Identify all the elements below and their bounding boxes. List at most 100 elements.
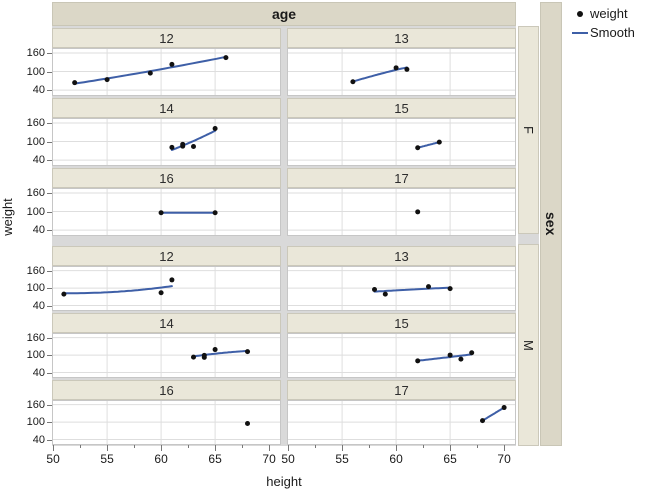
- y-tick-mark: [47, 230, 52, 232]
- legend-item-smooth[interactable]: Smooth: [572, 23, 664, 42]
- legend-item-weight[interactable]: weight: [572, 4, 664, 23]
- facet-label-F-15: 15: [287, 98, 516, 118]
- y-tick-mark: [47, 141, 52, 143]
- sex-group-label-m: M: [521, 339, 536, 351]
- sex-facet-header: sex: [540, 2, 562, 446]
- facet-label-M-16: 16: [52, 380, 281, 400]
- y-axis-title: weight: [0, 198, 15, 236]
- facet-label-M-17: 17: [287, 380, 516, 400]
- x-minor-tick-mark: [80, 445, 82, 448]
- y-tick-label: 160: [26, 47, 45, 59]
- x-minor-tick-mark: [477, 445, 479, 448]
- y-tick-label: 100: [26, 416, 45, 429]
- legend: weight Smooth: [572, 4, 664, 42]
- sex-group-divider: [518, 234, 539, 244]
- x-tick-label: 70: [262, 452, 276, 466]
- x-tick-label: 65: [443, 452, 457, 466]
- x-tick-mark: [342, 445, 344, 451]
- x-tick-mark: [269, 445, 271, 451]
- y-tick-mark: [47, 372, 52, 374]
- y-tick-mark: [47, 53, 52, 54]
- y-tick-mark: [47, 422, 52, 424]
- x-tick-mark: [504, 445, 506, 451]
- y-tick-label: 40: [32, 224, 45, 237]
- y-tick-label: 40: [32, 299, 45, 312]
- y-tick-label: 40: [32, 154, 45, 167]
- x-minor-tick-mark: [134, 445, 136, 448]
- age-facet-header: age: [52, 2, 516, 26]
- y-tick-label: 100: [26, 282, 45, 295]
- facet-plot-F-13[interactable]: [287, 48, 516, 96]
- x-minor-tick-mark: [188, 445, 190, 448]
- y-tick-label: 100: [26, 135, 45, 148]
- x-minor-tick-mark: [369, 445, 371, 448]
- x-tick-label: 50: [46, 452, 60, 466]
- x-tick-label: 50: [281, 452, 295, 466]
- facet-plot-F-16[interactable]: [52, 188, 281, 236]
- smooth-line-icon: [572, 31, 588, 34]
- y-tick-label: 40: [32, 84, 45, 97]
- y-tick-mark: [47, 439, 52, 441]
- x-tick-label: 55: [335, 452, 349, 466]
- facet-plot-M-15[interactable]: [287, 333, 516, 378]
- y-tick-mark: [47, 305, 52, 307]
- sex-group-strip-m: M: [518, 244, 539, 446]
- x-tick-label: 60: [154, 452, 168, 466]
- facet-label-M-13: 13: [287, 246, 516, 266]
- legend-label-smooth: Smooth: [590, 25, 635, 40]
- x-tick-mark: [450, 445, 452, 451]
- y-tick-mark: [47, 90, 52, 92]
- facet-plot-F-14[interactable]: [52, 118, 281, 166]
- sex-group-label-f: F: [521, 126, 536, 134]
- facet-label-F-17: 17: [287, 168, 516, 188]
- x-minor-tick-mark: [423, 445, 425, 448]
- x-tick-label: 60: [389, 452, 403, 466]
- y-tick-label: 40: [32, 433, 45, 446]
- y-tick-mark: [47, 288, 52, 290]
- facet-label-F-12: 12: [52, 28, 281, 48]
- x-tick-mark: [107, 445, 109, 451]
- facet-label-F-14: 14: [52, 98, 281, 118]
- facet-label-F-13: 13: [287, 28, 516, 48]
- y-tick-label: 100: [26, 349, 45, 362]
- y-tick-label: 100: [26, 205, 45, 218]
- facet-plot-F-15[interactable]: [287, 118, 516, 166]
- sex-group-strip-f: F: [518, 26, 539, 234]
- x-tick-mark: [161, 445, 163, 451]
- age-facet-header-label: age: [271, 6, 297, 22]
- facet-label-M-15: 15: [287, 313, 516, 333]
- y-tick-label: 100: [26, 65, 45, 78]
- y-tick-label: 160: [26, 187, 45, 199]
- x-tick-mark: [396, 445, 398, 451]
- x-tick-label: 70: [497, 452, 511, 466]
- x-minor-tick-mark: [315, 445, 317, 448]
- x-tick-mark: [53, 445, 55, 451]
- y-tick-mark: [47, 270, 52, 272]
- facet-plot-M-13[interactable]: [287, 266, 516, 311]
- y-tick-mark: [47, 355, 52, 357]
- facet-label-M-12: 12: [52, 246, 281, 266]
- dot-marker-icon: [577, 10, 583, 17]
- facet-label-M-14: 14: [52, 313, 281, 333]
- sex-facet-header-label: sex: [543, 212, 559, 236]
- facet-plot-M-12[interactable]: [52, 266, 281, 311]
- y-tick-mark: [47, 337, 52, 339]
- facet-plot-F-17[interactable]: [287, 188, 516, 236]
- y-tick-mark: [47, 404, 52, 406]
- y-tick-label: 160: [26, 398, 45, 411]
- y-tick-mark: [47, 193, 52, 194]
- facet-plot-M-17[interactable]: [287, 400, 516, 445]
- legend-label-weight: weight: [590, 6, 628, 21]
- x-minor-tick-mark: [242, 445, 244, 448]
- y-tick-label: 160: [26, 331, 45, 344]
- y-tick-mark: [47, 211, 52, 213]
- facet-label-F-16: 16: [52, 168, 281, 188]
- x-axis-title: height: [266, 474, 302, 489]
- facet-plot-M-16[interactable]: [52, 400, 281, 445]
- y-tick-mark: [47, 71, 52, 73]
- x-tick-label: 65: [208, 452, 222, 466]
- facet-plot-F-12[interactable]: [52, 48, 281, 96]
- x-tick-mark: [215, 445, 217, 451]
- facet-plot-M-14[interactable]: [52, 333, 281, 378]
